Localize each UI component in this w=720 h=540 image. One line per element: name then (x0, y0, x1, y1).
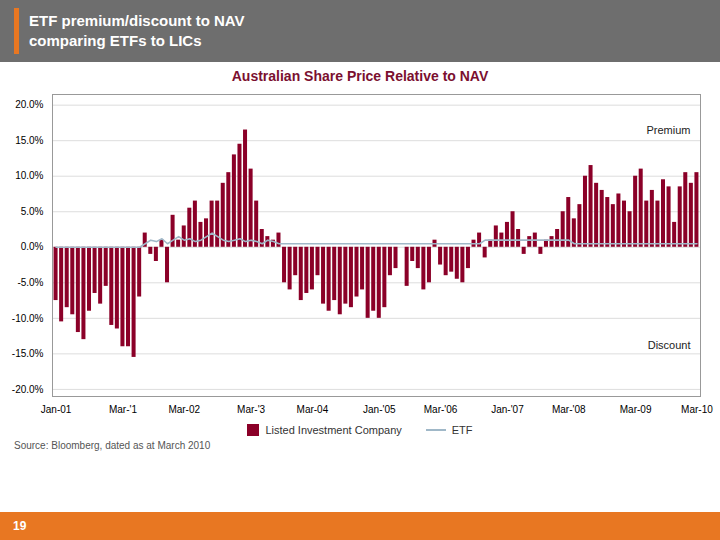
svg-text:15.0%: 15.0% (15, 135, 43, 146)
html-text:Listed Investment Company: Listed Investment Company (265, 424, 402, 436)
html-text:19: 19 (13, 519, 27, 533)
html-text:comparing ETFs to LICs: comparing ETFs to LICs (29, 32, 202, 49)
svg-text:Discount: Discount (648, 339, 691, 351)
svg-text:Mar-'08: Mar-'08 (552, 404, 586, 415)
svg-text:20.0%: 20.0% (15, 99, 43, 110)
svg-text:Mar-'06: Mar-'06 (424, 404, 458, 415)
html-text:ETF premium/discount to NAV: ETF premium/discount to NAV (29, 12, 245, 29)
svg-text:Mar-'3: Mar-'3 (237, 404, 265, 415)
svg-text:Mar-04: Mar-04 (297, 404, 329, 415)
svg-text:-5.0%: -5.0% (17, 277, 43, 288)
svg-text:-20.0%: -20.0% (12, 384, 44, 395)
svg-text:Jan-'07: Jan-'07 (491, 404, 524, 415)
svg-text:-10.0%: -10.0% (12, 313, 44, 324)
html-text:Source: Bloomberg, dated as at: Source: Bloomberg, dated as at March 201… (14, 440, 211, 451)
svg-text:0.0%: 0.0% (21, 241, 44, 252)
svg-text:Mar-09: Mar-09 (620, 404, 652, 415)
html-text:ETF: ETF (451, 424, 473, 436)
svg-text:Jan-01: Jan-01 (41, 404, 72, 415)
svg-text:Mar-'1: Mar-'1 (109, 404, 137, 415)
svg-text:Premium: Premium (646, 124, 690, 136)
html-text:Australian Share Price Relativ: Australian Share Price Relative to NAV (231, 68, 489, 84)
svg-text:Jan-'05: Jan-'05 (363, 404, 396, 415)
svg-text:Mar-02: Mar-02 (168, 404, 200, 415)
svg-text:5.0%: 5.0% (21, 206, 44, 217)
svg-text:10.0%: 10.0% (15, 170, 43, 181)
svg-text:-15.0%: -15.0% (12, 348, 44, 359)
svg-text:Mar-10: Mar-10 (681, 404, 713, 415)
